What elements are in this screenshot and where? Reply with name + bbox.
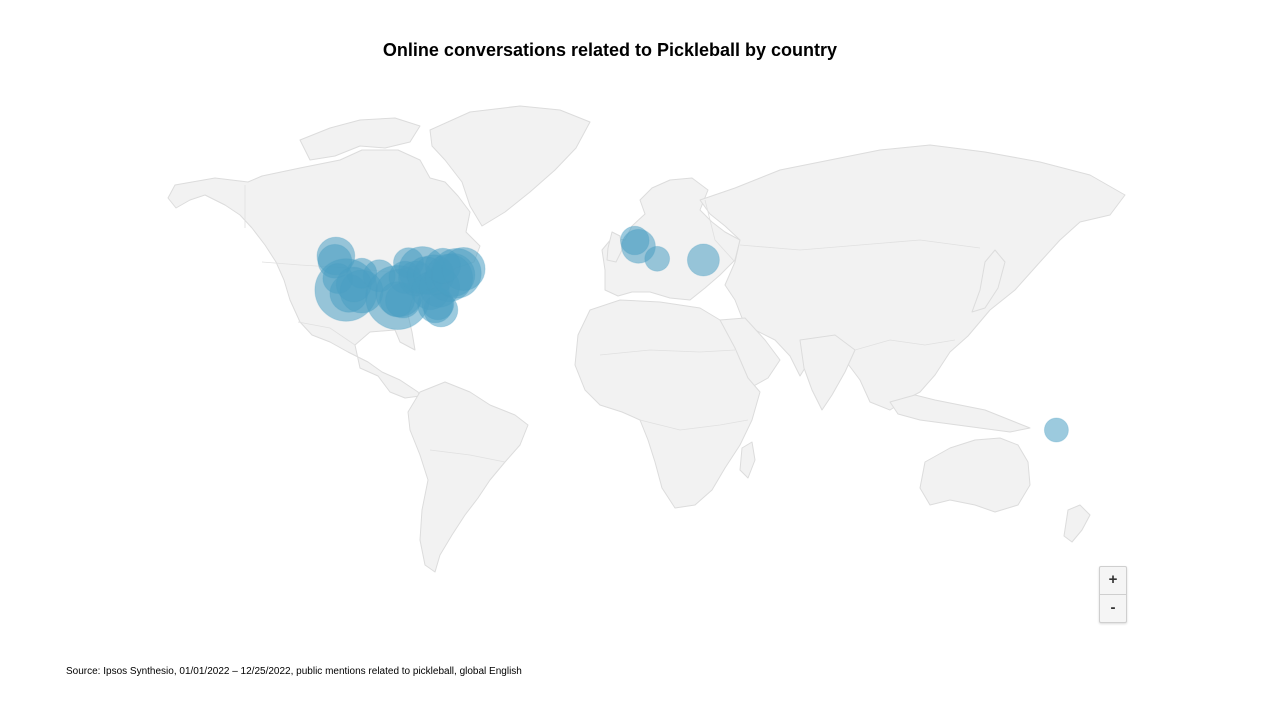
border-us-mexico xyxy=(297,321,356,346)
landmass-australia xyxy=(919,437,1031,513)
landmass-south-america xyxy=(407,381,529,573)
border-russia-south xyxy=(739,239,981,251)
mention-bubble-33[interactable] xyxy=(1043,417,1069,443)
landmass-greenland xyxy=(429,105,591,227)
land-layer xyxy=(167,105,1126,573)
source-note: Source: Ipsos Synthesio, 01/01/2022 – 12… xyxy=(66,666,522,677)
zoom-in-button[interactable]: + xyxy=(1108,571,1118,588)
landmass-africa xyxy=(574,299,761,509)
landmass-arctic-islands xyxy=(299,117,421,161)
landmass-southeast-asia xyxy=(889,394,1031,433)
border-europe-asia xyxy=(704,199,736,263)
zoom-control: + - xyxy=(1099,566,1127,623)
landmass-new-zealand xyxy=(1063,504,1091,543)
landmass-japan xyxy=(971,249,1006,313)
landmass-madagascar xyxy=(739,441,756,479)
map-title: Online conversations related to Pickleba… xyxy=(382,40,838,60)
border-china-india xyxy=(854,339,956,351)
mention-bubble-32[interactable] xyxy=(686,243,720,277)
border-africa-central xyxy=(639,419,749,431)
zoom-out-button[interactable]: - xyxy=(1100,594,1126,622)
border-south-america xyxy=(429,449,506,463)
landmass-india xyxy=(799,334,856,411)
mention-bubble-28[interactable] xyxy=(424,247,461,284)
mention-bubble-31[interactable] xyxy=(644,245,671,272)
border-africa-north xyxy=(599,349,736,356)
landmass-uk xyxy=(606,231,623,263)
bubble-layer xyxy=(314,225,1069,443)
